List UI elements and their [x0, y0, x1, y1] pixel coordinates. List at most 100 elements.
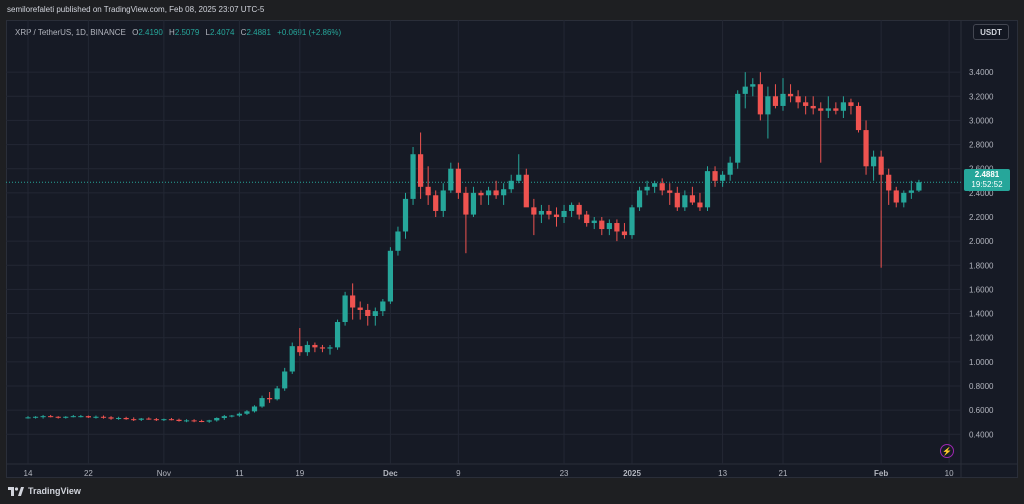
- x-tick-label: 9: [456, 469, 461, 478]
- y-tick-label: 0.6000: [969, 406, 994, 415]
- last-price-value: 2.4881: [974, 170, 1000, 179]
- close-value: 2.4881: [246, 28, 271, 37]
- candle-body: [229, 415, 235, 417]
- open-label: O: [132, 28, 139, 37]
- candle-body: [123, 417, 129, 420]
- y-tick-label: 3.0000: [969, 116, 994, 125]
- candle-body: [871, 156, 877, 167]
- candle-body: [32, 416, 39, 418]
- candle-body: [146, 418, 152, 420]
- candle-body: [886, 174, 892, 191]
- candle-body: [750, 84, 756, 87]
- candle-body: [636, 190, 643, 208]
- candle-body: [297, 346, 303, 353]
- candle-body: [546, 210, 552, 215]
- candle-body: [455, 168, 461, 193]
- high-value: 2.5079: [174, 28, 200, 37]
- top-bar: semilorefaleti published on TradingView.…: [0, 0, 1024, 20]
- candle-body: [327, 347, 333, 349]
- x-tick-label: 23: [560, 469, 569, 478]
- y-tick-label: 1.6000: [969, 285, 994, 294]
- candle-body: [780, 93, 786, 106]
- x-tick-label: 22: [84, 469, 93, 478]
- candle-body: [236, 413, 242, 416]
- candle-body: [901, 192, 907, 203]
- candle-body: [742, 86, 748, 94]
- candle-body: [116, 417, 122, 419]
- candle-body: [395, 231, 401, 251]
- y-tick-label: 1.2000: [969, 334, 994, 343]
- candle-body: [704, 171, 711, 208]
- symbol-name: XRP / TetherUS, 1D, BINANCE: [15, 28, 126, 37]
- candle-body: [191, 420, 197, 422]
- candle-body: [772, 96, 779, 106]
- candle-body: [402, 198, 409, 232]
- candle-body: [553, 214, 560, 217]
- candle-body: [183, 420, 190, 422]
- candle-body: [916, 182, 922, 191]
- tradingview-logo[interactable]: TradingView: [8, 486, 81, 496]
- candle-body: [863, 130, 869, 167]
- candle-body: [606, 223, 612, 230]
- y-tick-label: 2.2000: [969, 213, 994, 222]
- candle-body: [334, 322, 341, 348]
- y-tick-label: 1.4000: [969, 310, 994, 319]
- bottom-bar: [0, 478, 1024, 504]
- x-tick-label: 19: [295, 469, 304, 478]
- candle-body: [440, 190, 446, 211]
- candle-body: [70, 416, 76, 418]
- x-tick-label: Dec: [383, 469, 398, 478]
- y-tick-label: 2.4000: [969, 189, 994, 198]
- candle-body: [531, 207, 537, 215]
- candle-body: [667, 190, 673, 193]
- candle-body: [818, 108, 824, 111]
- currency-button[interactable]: USDT: [973, 24, 1009, 40]
- candle-body: [206, 420, 212, 422]
- candle-body: [621, 231, 628, 236]
- candle-body: [40, 416, 46, 418]
- candle-body: [478, 192, 484, 196]
- candle-body: [516, 174, 522, 181]
- x-tick-label: 21: [779, 469, 788, 478]
- candle-body: [259, 398, 265, 407]
- candle-body: [365, 309, 371, 316]
- candle-body: [689, 195, 695, 203]
- candle-body: [372, 311, 378, 316]
- candle-body: [727, 162, 733, 175]
- candle-body: [433, 195, 439, 211]
- candle-body: [342, 295, 348, 323]
- y-tick-label: 3.4000: [969, 68, 994, 77]
- candle-body: [267, 398, 273, 400]
- candle-body: [380, 301, 386, 312]
- x-tick-label: 10: [945, 469, 954, 478]
- low-label: L: [205, 28, 210, 37]
- candle-body: [501, 189, 507, 196]
- high-label: H: [169, 28, 175, 37]
- candle-body: [63, 416, 69, 418]
- candle-body: [48, 416, 54, 418]
- candle-body: [387, 250, 393, 302]
- candle-body: [508, 180, 514, 190]
- candle-body: [576, 204, 582, 215]
- candle-body: [221, 416, 227, 418]
- published-by-text: semilorefaleti published on TradingView.…: [7, 5, 265, 14]
- candle-body: [893, 190, 899, 203]
- candle-body: [803, 102, 809, 106]
- candle-body: [833, 108, 839, 111]
- candle-body: [100, 416, 107, 418]
- candle-body: [787, 93, 794, 97]
- close-label: C: [240, 28, 247, 37]
- candle-body: [614, 223, 620, 232]
- candle-body: [810, 105, 816, 109]
- brand-name: TradingView: [28, 486, 81, 496]
- candle-body: [712, 171, 718, 181]
- lightning-icon[interactable]: ⚡: [940, 444, 954, 458]
- candle-body: [304, 344, 310, 353]
- candlestick-chart[interactable]: 3.40003.20003.00002.80002.60002.40002.20…: [6, 20, 1018, 478]
- candle-body: [274, 388, 280, 400]
- tradingview-icon: [8, 486, 24, 496]
- candle-body: [629, 207, 635, 236]
- candle-body: [418, 154, 424, 187]
- x-tick-label: 13: [718, 469, 727, 478]
- last-price-label: 2.4881 19:52:52: [964, 169, 1010, 191]
